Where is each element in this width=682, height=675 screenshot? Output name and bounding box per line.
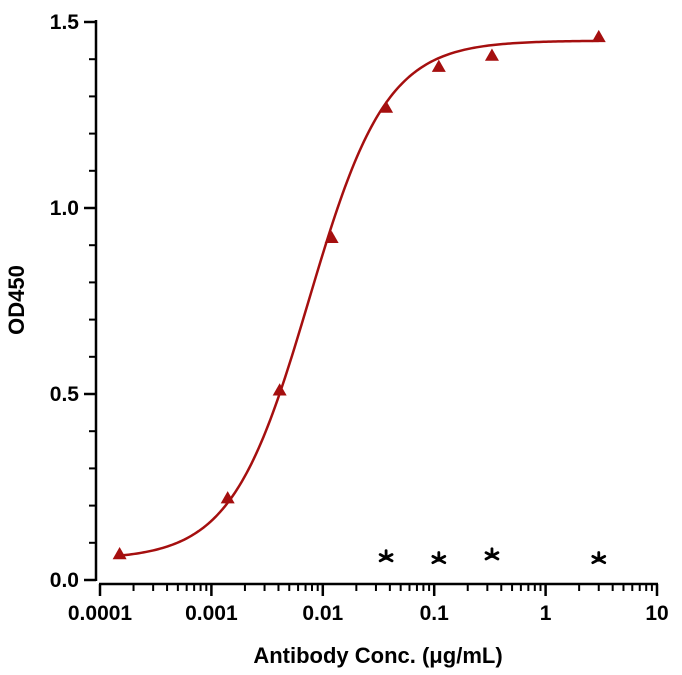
triangle-point xyxy=(112,546,127,560)
x-tick-label: 0.0001 xyxy=(68,602,133,625)
y-tick-label: 0.0 xyxy=(50,569,79,592)
y-tick-label: 1.5 xyxy=(50,11,80,34)
x-tick-label: 1 xyxy=(540,602,552,625)
x-tick-label: 10 xyxy=(645,602,668,625)
axes: 0.0 0.5 1.0 1.5 0.0001 0.001 0.01 0.1 1 10 xyxy=(50,11,669,625)
asterisk-stroke xyxy=(431,554,447,565)
data-points xyxy=(112,29,607,565)
fit-curve-line xyxy=(119,39,599,557)
triangle-point xyxy=(591,29,606,43)
y-axis-title: OD450 xyxy=(4,265,29,335)
asterisk-stroke xyxy=(484,551,500,561)
fit-curves xyxy=(119,39,599,557)
asterisk-stroke xyxy=(591,554,607,565)
x-tick-label: 0.001 xyxy=(185,602,238,625)
asterisk-point xyxy=(378,549,394,563)
x-tick-label: 0.01 xyxy=(302,602,343,625)
x-tick-label: 0.1 xyxy=(420,602,450,625)
triangle-point xyxy=(379,100,394,113)
asterisk-point xyxy=(484,547,500,561)
asterisk-point xyxy=(591,551,607,565)
asterisk-stroke xyxy=(378,553,394,563)
triangle-point xyxy=(484,48,499,61)
triangle-point xyxy=(431,59,446,72)
x-axis-title: Antibody Conc. (μg/mL) xyxy=(253,643,502,668)
y-tick-label: 0.5 xyxy=(50,383,80,406)
y-tick-label: 1.0 xyxy=(50,197,79,220)
triangle-point xyxy=(324,230,339,244)
asterisk-point xyxy=(431,551,447,565)
triangle-point xyxy=(272,383,287,396)
triangle-point xyxy=(220,491,235,504)
